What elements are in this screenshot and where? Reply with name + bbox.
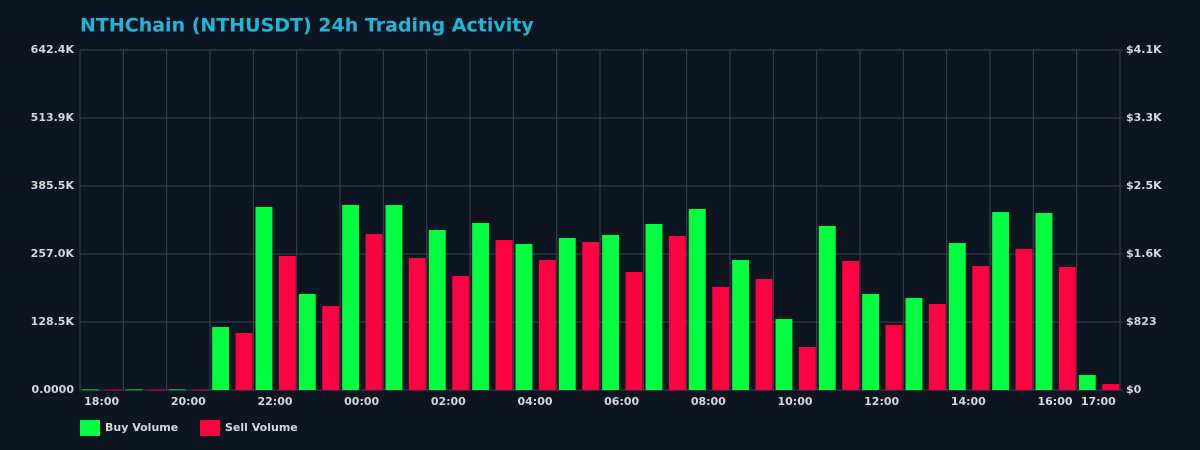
bar [992, 212, 1010, 390]
bar [82, 389, 100, 391]
y-tick-label: 257.0K [31, 247, 75, 260]
bar [168, 389, 186, 391]
bar [972, 265, 990, 390]
x-tick-label: 08:00 [691, 395, 726, 408]
bar [645, 224, 663, 390]
legend-label: Sell Volume [225, 421, 298, 434]
y2-tick-label: $0 [1126, 383, 1142, 396]
bar [1078, 375, 1096, 390]
bar [1015, 249, 1033, 390]
x-tick-label: 06:00 [604, 395, 639, 408]
bar [1102, 384, 1120, 390]
bar [105, 389, 123, 391]
bar [538, 260, 556, 390]
bar [818, 225, 836, 390]
bar [625, 272, 643, 390]
bar [775, 319, 793, 390]
bar [928, 303, 946, 390]
bar [298, 293, 316, 390]
bar [408, 258, 426, 390]
bar [148, 389, 166, 391]
bar [842, 261, 860, 390]
bar [278, 255, 296, 390]
bar [732, 260, 750, 390]
bar [365, 234, 383, 390]
y-tick-label: 0.0000 [32, 383, 75, 396]
x-tick-label: 12:00 [864, 395, 899, 408]
bar [125, 389, 143, 391]
y-tick-label: 385.5K [31, 179, 75, 192]
x-tick-label: 18:00 [84, 395, 119, 408]
bar [755, 279, 773, 390]
y-tick-label: 128.5K [31, 315, 75, 328]
bar [582, 242, 600, 390]
legend-label: Buy Volume [105, 421, 178, 434]
y-tick-label: 513.9K [31, 111, 75, 124]
bar [1035, 213, 1053, 390]
x-tick-label: 14:00 [951, 395, 986, 408]
y2-tick-label: $2.5K [1126, 179, 1162, 192]
bar [452, 275, 470, 390]
x-tick-label: 22:00 [257, 395, 292, 408]
legend-swatch [80, 420, 100, 436]
bar [342, 205, 360, 390]
bar [688, 208, 706, 390]
y2-tick-label: $4.1K [1126, 43, 1162, 56]
bar [212, 327, 230, 390]
y2-tick-label: $3.3K [1126, 111, 1162, 124]
bar [668, 235, 686, 390]
legend-swatch [200, 420, 220, 436]
bar [495, 240, 513, 390]
x-tick-label: 16:00 [1037, 395, 1072, 408]
bar [905, 298, 923, 390]
y2-tick-label: $1.6K [1126, 247, 1162, 260]
x-tick-label: 17:00 [1081, 395, 1116, 408]
y-tick-label: 642.4K [31, 43, 75, 56]
bar [862, 293, 880, 390]
chart-title: NTHChain (NTHUSDT) 24h Trading Activity [80, 15, 534, 37]
bar [192, 389, 210, 391]
bar [255, 206, 273, 390]
bar [515, 244, 533, 390]
x-tick-label: 00:00 [344, 395, 379, 408]
bar [235, 332, 253, 390]
x-tick-label: 02:00 [431, 395, 466, 408]
bar [385, 205, 403, 390]
x-tick-label: 10:00 [777, 395, 812, 408]
bar [428, 230, 446, 390]
bar [472, 223, 490, 390]
bar [1058, 266, 1076, 390]
bar [712, 287, 730, 390]
bar [798, 347, 816, 390]
bar [948, 243, 966, 390]
bar [558, 237, 576, 390]
x-tick-label: 20:00 [171, 395, 206, 408]
y2-tick-label: $823 [1126, 315, 1157, 328]
bar [322, 306, 340, 390]
bar [885, 325, 903, 390]
x-tick-label: 04:00 [517, 395, 552, 408]
bar [602, 234, 620, 390]
